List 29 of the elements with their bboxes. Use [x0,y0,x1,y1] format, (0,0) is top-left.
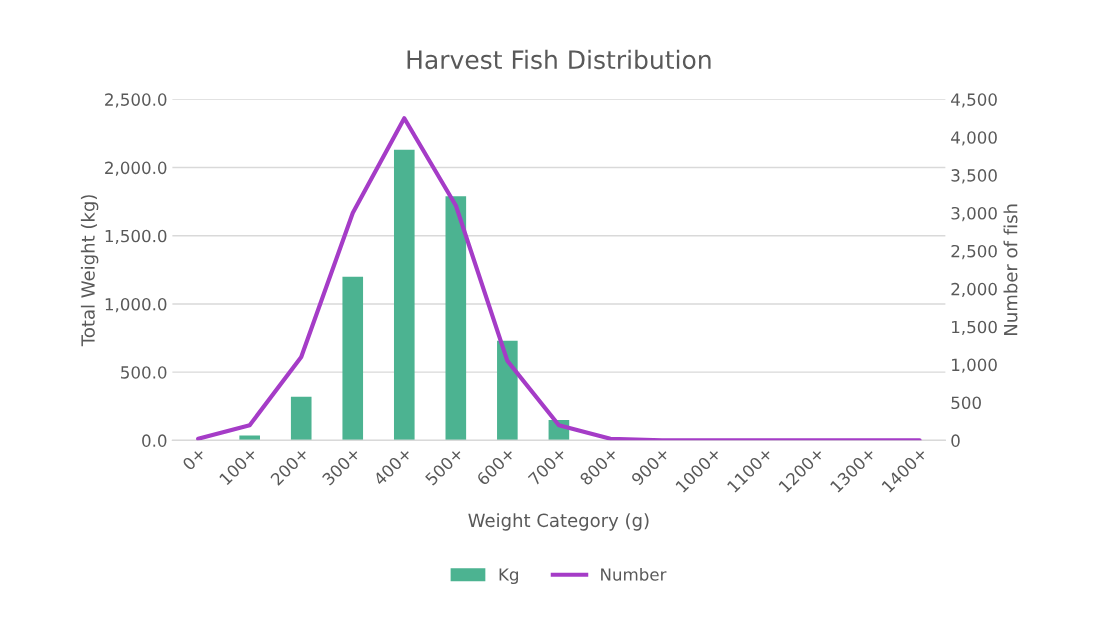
y2-tick-label: 0 [951,434,960,447]
y-tick-label: 1,000.0 [105,297,167,313]
y-tick-label: 2,500.0 [105,93,167,108]
y2-tick-label: 500 [951,396,981,410]
bar [342,276,364,441]
x-tick-label: 0+ [181,446,207,471]
y2-tick-label: 1,000 [952,358,997,373]
y-tick-label: 2,000.0 [105,161,167,176]
legend-label: Kg [499,568,518,585]
y2-tick-label: 4,000 [951,131,997,146]
y-tick-label: 0.0 [142,434,167,447]
y2-tick-label: 3,000 [951,206,997,222]
bar [445,196,467,441]
bar [393,149,415,441]
chart-title: Harvest Fish Distribution [407,49,711,70]
x-axis-title: Weight Category (g) [468,513,649,531]
y2-tick-label: 1,500 [952,320,997,335]
legend-label: Number [601,567,667,581]
y2-tick-label: 3,500 [951,169,997,184]
line-series [196,116,922,441]
y-tick-label: 500.0 [121,366,167,379]
y2-axis-title: Number of fish [1003,204,1018,335]
y2-tick-label: 2,500 [951,244,997,260]
y-axis-title: Total Weight (kg) [80,195,99,347]
bar [497,340,518,441]
y2-tick-label: 4,500 [951,93,997,108]
bar [290,396,312,441]
y2-tick-label: 2,000 [951,282,997,298]
y-tick-label: 1,500.0 [105,229,167,245]
